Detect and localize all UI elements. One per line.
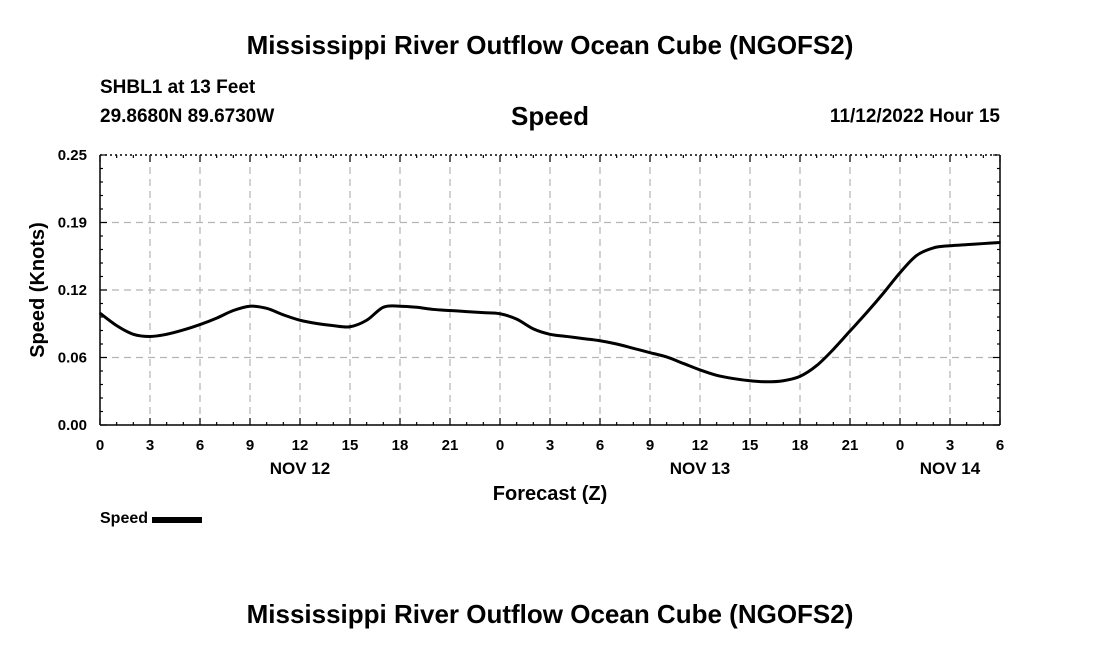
data-point-0-19 [415,306,418,309]
x-tick-label-3: 9 [246,437,254,454]
data-point-0-24 [499,312,501,315]
data-point-0-47 [882,292,885,295]
data-point-0-14 [332,324,335,327]
data-point-0-25 [515,318,518,320]
y-tick-label-1: 0.06 [58,350,87,367]
data-point-0-15 [349,325,351,328]
y-tick-label-2: 0.12 [58,282,87,299]
data-point-0-45 [849,330,851,332]
date-label-2: NOV 14 [920,459,981,478]
x-tick-label-16: 0 [896,437,904,454]
data-point-0-9 [249,305,251,308]
data-point-0-16 [365,319,368,322]
x-tick-label-14: 18 [792,437,809,454]
x-tick-label-11: 9 [646,437,654,454]
lat-lon-label: 29.8680N 89.6730W [100,106,275,127]
data-point-0-39 [749,379,751,382]
legend-label-speed: Speed [100,510,149,527]
data-point-0-1 [115,324,118,327]
x-tick-label-4: 12 [292,437,309,454]
data-point-0-37 [715,374,718,377]
data-point-0-46 [865,311,868,314]
data-point-0-6 [199,323,201,326]
x-tick-label-9: 3 [546,437,554,454]
data-point-0-31 [615,343,618,345]
x-axis-title: Forecast (Z) [493,483,607,505]
data-point-0-13 [315,322,318,325]
chart-secondary-title: Mississippi River Outflow Ocean Cube (NG… [246,599,854,629]
data-point-0-41 [782,379,785,382]
data-point-0-26 [532,328,535,330]
axis-labels: 0 3 6 9 12 15 18 21 0 3 6 9 12 15 18 21 0 3 6 0.00 0.06 0.12 0… [27,147,1004,505]
x-tick-label-8: 0 [496,437,504,454]
data-point-0-0 [99,312,101,315]
data-point-0-38 [732,377,735,380]
y-tick-label-0: 0.00 [58,417,87,434]
date-label-0: NOV 12 [270,459,330,478]
data-point-0-34 [665,356,668,358]
legend: Speed [100,510,203,528]
data-point-0-53 [982,242,985,245]
data-point-0-32 [632,347,635,350]
date-label-1: NOV 13 [670,459,730,478]
series-layer [99,240,1001,384]
data-point-0-23 [482,311,485,314]
x-tick-label-12: 12 [692,437,709,454]
timestamp-label: 11/12/2022 Hour 15 [829,106,1000,127]
data-point-0-48 [899,271,901,274]
data-point-0-35 [682,362,685,365]
x-tick-label-2: 6 [196,437,204,454]
data-point-0-33 [649,351,651,354]
x-tick-label-18: 6 [996,437,1004,454]
chart-main-title: Mississippi River Outflow Ocean Cube (NG… [246,30,854,60]
data-point-0-2 [132,333,135,336]
x-tick-label-13: 15 [742,437,759,454]
data-point-0-12 [299,319,301,322]
y-tick-label-4: 0.25 [58,147,87,164]
data-point-0-22 [465,310,468,313]
data-point-0-54 [999,241,1001,244]
data-point-0-17 [382,306,385,309]
data-point-0-29 [582,337,585,340]
data-point-0-8 [232,309,235,312]
data-point-0-5 [182,329,185,331]
data-point-0-42 [799,375,801,378]
data-point-0-44 [832,348,835,351]
data-point-0-3 [149,335,151,338]
axis-ticks [99,154,1001,426]
data-point-0-40 [765,381,768,383]
data-point-0-21 [449,309,451,312]
data-point-0-4 [165,333,168,336]
data-point-0-30 [599,339,601,342]
data-point-0-20 [432,308,435,311]
data-point-0-52 [965,243,968,246]
y-tick-label-3: 0.19 [58,215,87,232]
x-tick-label-15: 21 [842,437,859,454]
data-point-0-18 [399,305,401,308]
data-point-0-7 [215,317,218,319]
data-point-0-43 [815,364,818,367]
station-label: SHBL1 at 13 Feet [100,77,256,98]
variable-title: Speed [510,101,590,131]
x-tick-label-6: 18 [392,437,409,454]
data-point-0-36 [699,369,701,371]
data-point-0-49 [915,254,918,257]
grid-lines [100,155,1000,425]
x-tick-label-1: 3 [146,437,154,454]
y-axis-title: Speed (Knots) [27,222,49,358]
data-point-0-50 [932,247,935,249]
data-point-0-10 [265,307,268,310]
x-tick-label-17: 3 [946,437,954,454]
legend-swatch-speed [152,517,203,523]
data-point-0-51 [949,244,951,247]
x-tick-label-7: 21 [442,437,459,454]
x-tick-label-0: 0 [96,437,104,454]
data-point-0-27 [549,333,551,336]
x-tick-label-10: 6 [596,437,604,454]
data-point-0-28 [565,335,568,338]
data-point-0-11 [282,314,285,316]
x-tick-label-5: 15 [342,437,359,454]
